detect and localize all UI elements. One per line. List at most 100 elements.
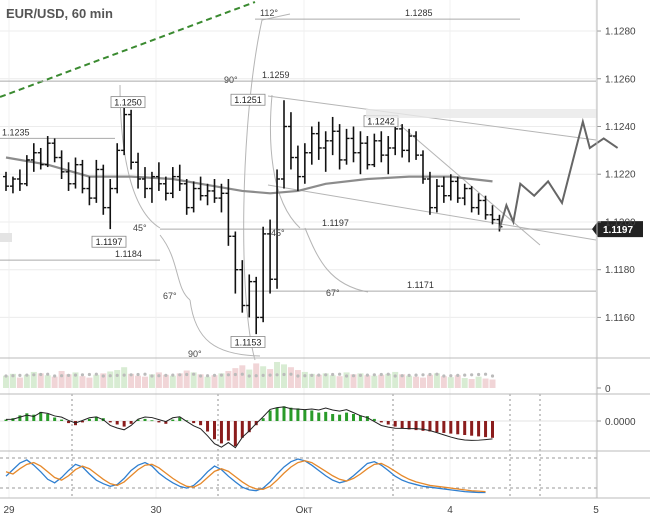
y-tick-label: 1.1260 xyxy=(605,74,636,85)
hist-bar xyxy=(352,414,355,421)
hist-bar xyxy=(4,419,8,421)
ohlc-bar xyxy=(420,150,426,184)
y-tick-label: 1.1240 xyxy=(605,122,636,133)
hist-bar xyxy=(136,419,140,421)
level-label: 1.1235 xyxy=(2,127,30,137)
volume-bar xyxy=(79,376,86,388)
ohlc-bar xyxy=(350,126,357,163)
volume-ma-dot xyxy=(254,374,258,378)
ohlc-bar xyxy=(294,145,301,191)
hist-bar xyxy=(226,421,230,441)
volume-bar xyxy=(3,375,9,388)
ohlc-bar xyxy=(287,112,294,170)
volume-bar xyxy=(211,375,218,388)
histogram-panel xyxy=(0,406,597,449)
volume-ma-dot xyxy=(94,372,98,376)
volume-ma-dot xyxy=(421,373,425,377)
angle-label: 90° xyxy=(224,75,238,85)
annotations: 1.1250 1.1197 1.1251 1.1242 1.1153 112° 90° 45°… xyxy=(0,8,643,359)
hist-bar xyxy=(25,413,29,421)
hist-bar xyxy=(365,416,369,421)
price-box xyxy=(91,235,127,248)
hist-bar xyxy=(67,421,71,424)
shade-resistance xyxy=(366,109,597,118)
price-box xyxy=(230,336,266,348)
volume-ma-dot xyxy=(219,373,224,377)
volume-ma-dot xyxy=(39,372,43,377)
hist-bar xyxy=(338,414,342,421)
price-box-label: 1.1153 xyxy=(235,337,262,347)
volume-ma-dot xyxy=(483,372,488,376)
volume-ma-dot xyxy=(310,373,314,377)
price-box xyxy=(230,93,266,106)
hist-bar xyxy=(435,421,439,433)
volume-bar xyxy=(475,376,482,388)
volume-bar xyxy=(246,369,253,388)
ohlc-bar xyxy=(253,276,260,335)
volume-ma-dot xyxy=(25,373,29,377)
ohlc-bar xyxy=(246,274,253,318)
volume-bar xyxy=(371,375,378,388)
ohlc-bar xyxy=(51,138,58,163)
hist-bar xyxy=(18,415,22,421)
ohlc-bar xyxy=(211,179,218,203)
volume-ma-dot xyxy=(60,374,64,378)
hist-bar xyxy=(379,421,383,423)
y-tick-label: 1.1160 xyxy=(605,313,635,324)
volume-ma-dot xyxy=(199,374,203,378)
angle-label: 67° xyxy=(326,288,340,298)
fan-line xyxy=(399,124,541,246)
ohlc-bar xyxy=(371,133,378,168)
hist-bar xyxy=(477,421,481,437)
forecast-line xyxy=(498,117,619,230)
hist-bar xyxy=(484,421,488,438)
ohlc-bar xyxy=(100,164,107,215)
volume-ma-dot xyxy=(296,374,300,378)
volume-ma-dot xyxy=(372,373,376,377)
ohlc-bar xyxy=(79,159,86,194)
ohlc-bar xyxy=(183,179,190,215)
ohlc-bar xyxy=(440,176,447,203)
volume-ma-dot xyxy=(171,373,175,377)
ohlc-bar xyxy=(86,176,93,206)
ohlc-bar xyxy=(475,193,482,215)
hist-bar xyxy=(240,421,244,438)
volume-bar xyxy=(260,366,267,388)
volume-bar xyxy=(364,375,371,388)
volume-bar xyxy=(162,374,169,388)
volume-bar xyxy=(482,378,489,388)
ohlc-bar xyxy=(461,183,468,206)
current-price-tag xyxy=(592,221,643,238)
ohlc-bar xyxy=(65,162,72,191)
volume-ma-dot xyxy=(358,373,363,377)
volume-ma-dot xyxy=(470,373,474,377)
volume-ma-dot xyxy=(178,373,182,377)
volume-bar xyxy=(343,372,350,388)
hist-bar xyxy=(407,421,411,430)
hist-bar xyxy=(345,412,349,421)
hist-bar xyxy=(122,421,126,427)
volume-ma-dot xyxy=(365,373,369,377)
volume-ma-dot xyxy=(282,372,286,377)
volume-ma-dot xyxy=(463,373,467,377)
hist-bar xyxy=(157,421,161,423)
hist-bar xyxy=(428,421,432,432)
level-lines: 1.1285 1.1259 1.1235 1.1197 1.1184 1.1171 xyxy=(0,8,596,292)
current-price-label: 1.1197 xyxy=(603,225,633,236)
volume-bar xyxy=(447,377,454,388)
hist-signal-line xyxy=(5,406,493,449)
volume-bar xyxy=(114,370,121,388)
ohlc-bar xyxy=(433,179,440,213)
ohlc-bar xyxy=(72,157,79,189)
hist-bar xyxy=(393,421,397,427)
hist-bar xyxy=(219,421,223,444)
ohlc-bar xyxy=(378,131,385,163)
hist-bar xyxy=(268,410,272,421)
osc-line xyxy=(5,460,486,493)
hist-bar xyxy=(442,421,446,433)
volume-bar xyxy=(190,372,197,388)
volume-bar xyxy=(44,375,51,388)
hist-bar xyxy=(39,411,43,421)
volume-bar xyxy=(461,378,468,388)
